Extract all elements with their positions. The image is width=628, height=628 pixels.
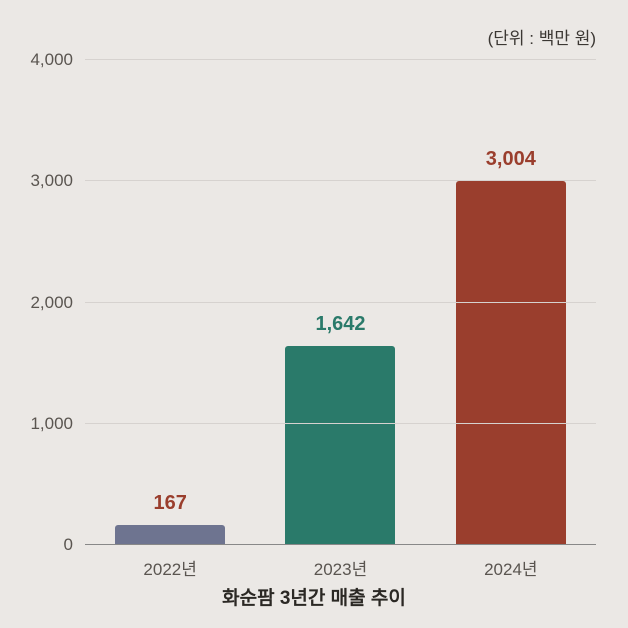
y-tick-label: 2,000: [13, 293, 73, 313]
x-tick-label: 2024년: [484, 555, 537, 580]
x-tick-label: 2022년: [143, 555, 196, 580]
grid-line: [85, 59, 596, 60]
bar-value-label: 3,004: [486, 148, 536, 171]
bars-wrapper: 1672022년 1,6422023년 3,0042024년: [85, 60, 596, 545]
x-tick-label: 2023년: [314, 555, 367, 580]
bar-group: 3,0042024년: [456, 60, 566, 545]
unit-label: (단위 : 백만 원): [488, 24, 596, 49]
y-tick-label: 4,000: [13, 50, 73, 70]
bar-value-label: 1,642: [315, 313, 365, 336]
chart-title: 화순팜 3년간 매출 추이: [0, 583, 628, 610]
revenue-chart: (단위 : 백만 원) 1672022년1,6422023년3,0042024년…: [0, 0, 628, 628]
grid-line: [85, 302, 596, 303]
bar: [456, 181, 566, 545]
bar: [285, 346, 395, 545]
chart-plot-area: 1672022년1,6422023년3,0042024년 01,0002,000…: [85, 60, 596, 545]
bar-group: 1672022년: [115, 60, 225, 545]
bar-group: 1,6422023년: [285, 60, 395, 545]
y-tick-label: 3,000: [13, 171, 73, 191]
grid-line: [85, 180, 596, 181]
bar-value-label: 167: [153, 492, 186, 515]
y-tick-label: 1,000: [13, 414, 73, 434]
grid-line: [85, 544, 596, 545]
grid-line: [85, 423, 596, 424]
y-tick-label: 0: [13, 535, 73, 555]
bar: [115, 525, 225, 545]
